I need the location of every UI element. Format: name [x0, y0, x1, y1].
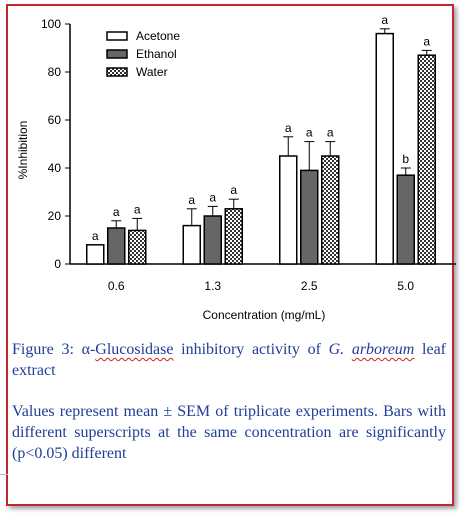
significance-letter: a [423, 34, 430, 48]
bar-water [417, 54, 436, 265]
y-tick-label: 60 [48, 113, 62, 127]
y-tick-label: 20 [48, 209, 62, 223]
x-axis-label: Concentration (mg/mL) [203, 308, 326, 322]
figure-genus: G. [328, 341, 345, 358]
bar-water [321, 155, 340, 265]
significance-letter: a [306, 126, 313, 140]
significance-letter: a [134, 202, 141, 216]
y-tick-label: 40 [48, 161, 62, 175]
significance-letter: a [113, 205, 120, 219]
x-tick-label: 1.3 [204, 279, 221, 293]
significance-letter: a [188, 193, 195, 207]
x-tick-label: 0.6 [108, 279, 125, 293]
bar-ethanol [107, 227, 126, 265]
legend-label: Ethanol [136, 47, 177, 61]
figure-caption: Figure 3: α-Glucosidase inhibitory activ… [12, 339, 446, 381]
significance-letter: a [285, 121, 292, 135]
x-tick-label: 2.5 [301, 279, 318, 293]
bar-acetone [279, 155, 298, 265]
significance-letter: a [327, 126, 334, 140]
figure-term: Glucosidase [95, 341, 174, 358]
bar-water [128, 229, 147, 265]
bar-ethanol [203, 215, 222, 265]
significance-letter: a [92, 229, 99, 243]
y-tick-label: 100 [41, 17, 61, 31]
bar-acetone [375, 32, 394, 265]
y-tick-label: 0 [54, 257, 61, 271]
y-tick-label: 80 [48, 65, 62, 79]
figure-mid: inhibitory activity of [173, 341, 329, 358]
significance-letter: a [381, 13, 388, 27]
bar-ethanol [300, 169, 319, 265]
bar-acetone [86, 244, 105, 265]
legend-label: Water [136, 65, 168, 79]
y-axis-label: %Inhibition [16, 121, 30, 180]
legend-swatch [106, 67, 128, 77]
significance-letter: b [402, 152, 409, 166]
figure-species: arboreum [351, 341, 415, 358]
divider [0, 474, 8, 475]
legend-label: Acetone [136, 29, 180, 43]
legend-swatch [106, 31, 128, 41]
figure-note: Values represent mean ± SEM of triplicat… [12, 403, 446, 462]
bar-acetone [182, 224, 201, 265]
significance-letter: a [230, 183, 237, 197]
legend-swatch [106, 49, 128, 59]
bar-water [224, 208, 243, 265]
figure-label: Figure 3: α- [12, 341, 96, 358]
significance-letter: a [209, 190, 216, 204]
bar-ethanol [396, 174, 415, 265]
x-tick-label: 5.0 [397, 279, 414, 293]
figure-end: leaf extract [12, 341, 446, 379]
